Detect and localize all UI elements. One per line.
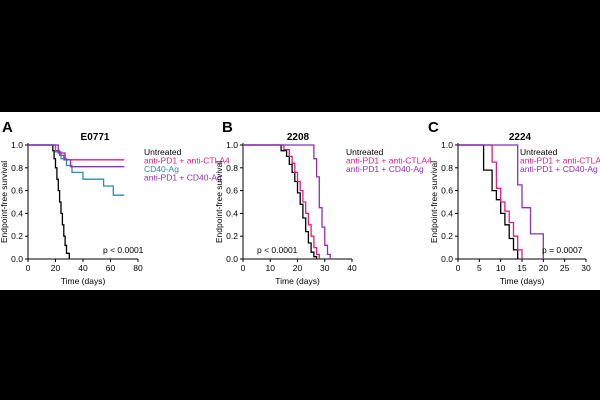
y-tick-label: 0.6	[11, 186, 23, 196]
y-axis-title: Endpoint-free survival	[429, 161, 439, 243]
panel-a: A E0771 0.0 0.2 0.4 0.6 0.8 1.0 0 20 40 60 80 Time (d…	[0, 119, 230, 286]
legend-entry: anti-PD1 + anti-CTLA4	[144, 156, 230, 166]
x-tick-label: 5	[477, 263, 482, 273]
x-tick-label: 20	[293, 263, 303, 273]
legend-entry: anti-PD1 + anti-CTLA4	[520, 156, 600, 166]
legend-entry: CD40-Ag	[144, 164, 179, 174]
x-tick-label: 10	[496, 263, 506, 273]
legend-entry: anti-PD1 + anti-CTLA4	[346, 156, 432, 166]
legend-entry: anti-PD1 + CD40-Ag	[144, 173, 222, 183]
y-tick-label: 0.4	[441, 208, 453, 218]
p-value-annotation: p < 0.0001	[103, 245, 144, 255]
series-line	[243, 144, 320, 259]
y-axis-title: Endpoint-free survival	[214, 161, 224, 243]
panel-letter: A	[2, 119, 13, 136]
x-tick-label: 30	[320, 263, 330, 273]
series-line	[458, 144, 544, 259]
figure-strip: A E0771 0.0 0.2 0.4 0.6 0.8 1.0 0 20 40 60 80 Time (d…	[0, 112, 600, 290]
x-tick-label: 60	[106, 263, 116, 273]
x-tick-label: 30	[581, 263, 591, 273]
x-tick-label: 15	[517, 263, 527, 273]
x-tick-label: 25	[560, 263, 570, 273]
y-tick-label: 1.0	[226, 140, 238, 150]
x-tick-label: 20	[51, 263, 61, 273]
legend-entry: Untreated	[346, 147, 384, 157]
x-axis-title: Time (days)	[275, 276, 320, 286]
y-tick-label: 0.2	[11, 231, 23, 241]
panel-b: B 2208 0.0 0.2 0.4 0.6 0.8 1.0 0 10 20 30 40 Time (da…	[214, 119, 432, 286]
y-axis-title: Endpoint-free survival	[0, 161, 9, 243]
series-line	[243, 144, 318, 259]
legend-entry: Untreated	[144, 147, 182, 157]
y-tick-label: 0.0	[226, 254, 238, 264]
x-tick-label: 20	[539, 263, 549, 273]
series-line	[28, 144, 125, 196]
y-tick-label: 0.4	[11, 208, 23, 218]
series-line	[243, 144, 331, 259]
chart-title: E0771	[81, 132, 110, 143]
y-tick-label: 1.0	[11, 140, 23, 150]
y-tick-label: 0.0	[11, 254, 23, 264]
y-tick-label: 0.0	[441, 254, 453, 264]
survival-figure: A E0771 0.0 0.2 0.4 0.6 0.8 1.0 0 20 40 60 80 Time (d…	[0, 119, 600, 286]
chart-title: 2224	[509, 132, 532, 143]
panel-letter: C	[428, 119, 439, 136]
panel-c: C 2224 0.0 0.2 0.4 0.6 0.8 1.0 0 5 10 15 20 25 30 Time …	[428, 119, 600, 286]
x-tick-label: 0	[456, 263, 461, 273]
legend-entry: Untreated	[520, 147, 558, 157]
y-tick-label: 0.6	[441, 186, 453, 196]
x-tick-label: 80	[133, 263, 143, 273]
series-line	[28, 144, 70, 259]
panel-letter: B	[222, 119, 233, 136]
y-tick-label: 0.8	[441, 163, 453, 173]
x-tick-label: 10	[266, 263, 276, 273]
y-tick-label: 0.8	[11, 163, 23, 173]
y-tick-label: 0.8	[226, 163, 238, 173]
y-tick-label: 1.0	[441, 140, 453, 150]
x-tick-label: 0	[26, 263, 31, 273]
chart-title: 2208	[287, 132, 310, 143]
legend-entry: anti-PD1 + CD40-Ag	[346, 164, 424, 174]
y-tick-label: 0.4	[226, 208, 238, 218]
x-tick-label: 0	[241, 263, 246, 273]
series-line	[458, 144, 519, 259]
y-tick-label: 0.2	[441, 231, 453, 241]
p-value-annotation: p < 0.0001	[257, 245, 298, 255]
x-tick-label: 40	[78, 263, 88, 273]
legend-entry: anti-PD1 + CD40-Ag	[520, 164, 598, 174]
y-tick-label: 0.2	[226, 231, 238, 241]
x-axis-title: Time (days)	[61, 276, 106, 286]
series-line	[458, 144, 523, 259]
y-tick-label: 0.6	[226, 186, 238, 196]
x-axis-title: Time (days)	[500, 276, 545, 286]
series-line	[28, 144, 125, 168]
series-line	[28, 144, 125, 161]
p-value-annotation: p = 0.0007	[542, 245, 583, 255]
x-tick-label: 40	[347, 263, 357, 273]
